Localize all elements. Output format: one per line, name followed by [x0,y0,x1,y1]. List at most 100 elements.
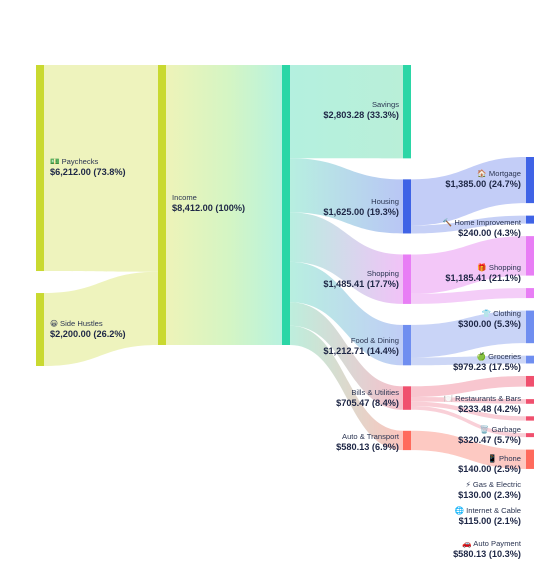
node-income-hub[interactable] [282,65,290,345]
label-name: Food & Dining [350,336,399,345]
label-value: $6,212.00 (73.8%) [50,167,126,177]
link-shopping-clothing [411,288,526,304]
link-hub-shopping [290,212,403,304]
node-savings[interactable] [403,65,411,159]
label-gas-electric: ⚡ Gas & Electric $130.00 (2.3%) [458,480,521,501]
label-name: 🚗 Auto Payment [462,539,521,548]
label-shopping-sub: 🎁 Shopping $1,185.41 (21.1%) [445,263,521,284]
label-name: Income [172,193,197,202]
link-auto-auto_payment [411,430,526,469]
node-shopping_sub[interactable] [526,236,534,276]
node-home_improvement[interactable] [526,215,534,224]
node-gas_electric[interactable] [526,416,534,421]
label-internet: 🌐 Internet & Cable $115.00 (2.1%) [455,506,521,527]
label-value: $580.13 (6.9%) [336,442,399,452]
label-name: 🔨 Home Improvement [442,218,521,227]
label-value: $240.00 (4.3%) [458,228,521,238]
node-phone[interactable] [526,399,534,404]
label-auto: Auto & Transport $580.13 (6.9%) [336,432,399,453]
link-hub-food [290,261,403,366]
node-garbage[interactable] [526,375,534,387]
label-value: $233.48 (4.2%) [458,404,521,414]
label-savings: Savings $2,803.28 (33.3%) [323,100,399,121]
node-bills[interactable] [403,386,411,410]
node-auto[interactable] [403,430,411,451]
label-name: 🌐 Internet & Cable [454,506,521,515]
label-home-improvement: 🔨 Home Improvement $240.00 (4.3%) [443,218,521,239]
link-food-groceries [411,310,526,358]
label-bills: Bills & Utilities $705.47 (8.4%) [336,388,399,409]
label-housing: Housing $1,625.00 (19.3%) [323,197,399,218]
node-paychecks[interactable] [36,65,44,272]
label-clothing: 👕 Clothing $300.00 (5.3%) [458,309,521,330]
link-bills-garbage [411,375,526,397]
node-income[interactable] [158,65,166,345]
label-name: 😀 Side Hustles [50,319,103,328]
label-phone: 📱 Phone $140.00 (2.5%) [458,454,521,475]
label-value: $1,385.00 (24.7%) [445,179,521,189]
link-bills-gas_electric [411,401,526,421]
label-value: $320.47 (5.7%) [458,435,521,445]
link-food-restaurants [411,355,526,366]
label-name: 🍽️ Restaurants & Bars [443,394,521,403]
label-income: Income $8,412.00 (100%) [172,193,245,214]
label-side-hustles: 😀 Side Hustles $2,200.00 (26.2%) [50,319,126,340]
label-auto-payment: 🚗 Auto Payment $580.13 (10.3%) [453,539,521,560]
node-food[interactable] [403,324,411,366]
label-shopping: Shopping $1,485.41 (17.7%) [323,269,399,290]
link-housing-home_improvement [411,215,526,234]
label-groceries: 🍏 Groceries $979.23 (17.5%) [453,352,521,373]
node-mortgage[interactable] [526,157,534,204]
label-value: $130.00 (2.3%) [458,490,521,500]
label-name: 💵 Paychecks [50,157,99,166]
label-name: Auto & Transport [342,432,399,441]
link-side_hustles-income [44,271,158,366]
label-value: $979.23 (17.5%) [453,362,521,372]
label-restaurants: 🍽️ Restaurants & Bars $233.48 (4.2%) [444,394,521,415]
label-paychecks: 💵 Paychecks $6,212.00 (73.8%) [50,157,126,178]
link-paychecks-income [44,65,158,272]
label-name: 🏠 Mortgage [477,169,521,178]
label-food: Food & Dining $1,212.71 (14.4%) [323,336,399,357]
label-value: $1,212.71 (14.4%) [323,346,399,356]
node-internet[interactable] [526,433,534,438]
label-value: $2,200.00 (26.2%) [50,329,126,339]
label-name: ⚡ Gas & Electric [465,480,521,489]
node-clothing[interactable] [526,288,534,299]
label-garbage: 🗑️ Garbage $320.47 (5.7%) [458,425,521,446]
label-value: $115.00 (2.1%) [458,516,521,526]
label-value: $8,412.00 (100%) [172,203,246,213]
link-hub-housing [290,158,403,234]
link-hub-auto [290,325,403,451]
label-value: $140.00 (2.5%) [458,464,521,474]
label-name: Savings [371,100,399,109]
node-auto_payment[interactable] [526,449,534,469]
label-value: $1,185.41 (21.1%) [445,273,521,283]
label-value: $2,803.28 (33.3%) [323,110,399,120]
label-value: $705.47 (8.4%) [336,398,399,408]
label-value: $580.13 (10.3%) [453,549,521,559]
node-side_hustles[interactable] [36,293,44,366]
link-income-hub [166,65,282,345]
node-shopping[interactable] [403,254,411,304]
label-value: $1,625.00 (19.3%) [323,207,399,217]
label-name: 🍏 Groceries [476,352,521,361]
label-name: 👕 Clothing [481,309,521,318]
label-name: 🗑️ Garbage [479,425,521,434]
node-restaurants[interactable] [526,355,534,364]
node-housing[interactable] [403,179,411,234]
label-value: $300.00 (5.3%) [458,319,521,329]
node-groceries[interactable] [526,310,534,344]
label-name: Housing [371,197,399,206]
label-mortgage: 🏠 Mortgage $1,385.00 (24.7%) [445,169,521,190]
label-name: Shopping [366,269,399,278]
label-name: 🎁 Shopping [477,263,521,272]
label-name: 📱 Phone [487,454,521,463]
label-name: Bills & Utilities [351,388,399,397]
link-hub-bills [290,302,403,410]
link-shopping-shopping_sub [411,236,526,294]
link-hub-savings [290,65,403,159]
label-value: $1,485.41 (17.7%) [323,279,399,289]
link-housing-mortgage [411,157,526,226]
